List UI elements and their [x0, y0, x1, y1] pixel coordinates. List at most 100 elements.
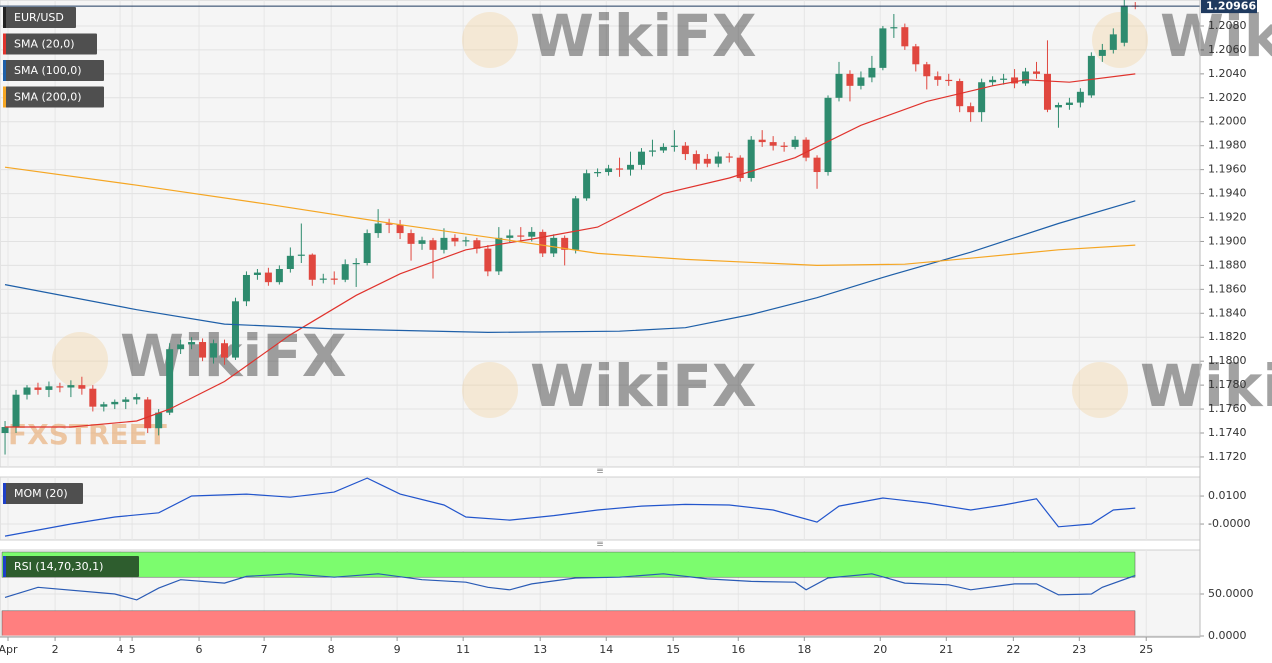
x-tick-label: 25 — [1139, 643, 1153, 656]
candle-body — [506, 235, 514, 238]
x-tick-label: 9 — [394, 643, 401, 656]
candle-body — [978, 82, 986, 113]
y-tick-label: 1.1940 — [1208, 187, 1247, 200]
candle-body — [210, 343, 218, 358]
x-tick-label: 8 — [328, 643, 335, 656]
candle-body — [912, 46, 920, 65]
legend-swatch — [3, 483, 6, 504]
y-tick-label: 1.2080 — [1208, 19, 1247, 32]
candle-body — [1054, 104, 1062, 108]
candle-body — [517, 235, 525, 237]
candle-body — [605, 168, 613, 173]
line-series — [4, 477, 1136, 537]
panel-grip: ≡ — [596, 467, 604, 477]
legend-box — [3, 60, 104, 81]
y-tick-label: 1.1720 — [1208, 450, 1247, 463]
legend-label: SMA (100,0) — [14, 64, 82, 77]
candle-body — [692, 154, 700, 164]
x-tick-label: 11 — [456, 643, 470, 656]
y-tick-label: 50.0000 — [1208, 587, 1254, 600]
candle-body — [133, 397, 141, 400]
candle-body — [637, 151, 645, 165]
candle-body — [1076, 91, 1084, 103]
candle-body — [890, 27, 898, 29]
last-price-box — [1201, 0, 1257, 14]
candle-body — [901, 27, 909, 47]
candle-body — [462, 240, 470, 242]
candle-body — [1, 427, 9, 434]
candle-body — [122, 399, 130, 402]
legend-swatch — [3, 556, 6, 577]
candle-body — [56, 386, 64, 388]
x-tick-label: 4 — [117, 643, 124, 656]
legend-swatch — [3, 86, 6, 108]
candle-body — [188, 342, 196, 345]
legend-swatch — [3, 60, 6, 81]
candle-body — [857, 77, 865, 86]
candle-body — [561, 237, 569, 250]
candle-body — [846, 73, 854, 86]
candle-body — [703, 158, 711, 164]
watermark-logo — [1072, 362, 1128, 418]
candle-body — [725, 156, 733, 158]
legend-swatch — [3, 33, 6, 55]
candle-body — [418, 240, 426, 244]
watermark-logo — [1092, 12, 1148, 68]
candle-body — [429, 240, 437, 250]
candle-body — [221, 343, 229, 358]
plot-background — [0, 476, 1201, 541]
watermark-logo — [52, 332, 108, 388]
x-tick-label: 21 — [939, 643, 953, 656]
candle-body — [989, 79, 997, 83]
x-tick-label: 2 — [52, 643, 59, 656]
legend-box — [3, 33, 97, 55]
candle-body — [199, 342, 207, 358]
y-tick-label: 1.2060 — [1208, 43, 1247, 56]
candle-body — [528, 231, 536, 237]
legend: RSI (14,70,30,1) — [3, 556, 139, 577]
candle-body — [330, 278, 338, 280]
candle-body — [1120, 5, 1128, 43]
candle-body — [100, 404, 108, 407]
y-tick-label: 1.2000 — [1208, 115, 1247, 128]
x-tick-label: 13 — [533, 643, 547, 656]
candle-body — [1000, 78, 1008, 80]
legend-label: RSI (14,70,30,1) — [14, 560, 103, 573]
candle-body — [253, 272, 261, 275]
legend-box — [3, 556, 139, 577]
y-tick-label: 1.1780 — [1208, 378, 1247, 391]
y-tick-label: 1.1860 — [1208, 282, 1247, 295]
watermark: WikiFX — [530, 2, 757, 70]
candle-body — [231, 301, 239, 358]
x-tick-label: 22 — [1006, 643, 1020, 656]
candle-body — [286, 255, 294, 269]
candle-body — [319, 278, 327, 280]
legend: EUR/USD SMA (20,0) SMA (100,0) SMA (200,0) — [3, 7, 104, 108]
x-tick-label: 5 — [129, 643, 136, 656]
watermark: WikiFX — [1140, 352, 1272, 420]
x-tick-label: 20 — [873, 643, 887, 656]
x-tick-label: 23 — [1072, 643, 1086, 656]
candle-body — [758, 139, 766, 143]
candle-body — [1022, 71, 1030, 84]
candle-body — [308, 254, 316, 280]
candle-body — [341, 264, 349, 280]
line-series — [4, 200, 1136, 334]
candle-body — [627, 164, 635, 170]
y-tick-label: 0.0000 — [1208, 629, 1247, 642]
candle-body — [923, 64, 931, 77]
candle-body — [385, 223, 393, 225]
y-tick-label: 1.1920 — [1208, 211, 1247, 224]
y-tick-label: 1.1740 — [1208, 426, 1247, 439]
line-series — [4, 573, 1136, 601]
legend-box — [3, 7, 76, 28]
legend-box — [3, 483, 83, 504]
candle-body — [791, 139, 799, 147]
candle-body — [407, 233, 415, 244]
candle-body — [780, 145, 788, 147]
candle-body — [539, 231, 547, 254]
legend-swatch — [3, 7, 6, 28]
candle-body — [275, 268, 283, 283]
